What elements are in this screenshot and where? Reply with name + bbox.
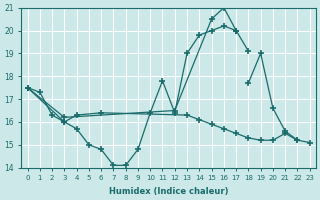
X-axis label: Humidex (Indice chaleur): Humidex (Indice chaleur) xyxy=(109,187,228,196)
